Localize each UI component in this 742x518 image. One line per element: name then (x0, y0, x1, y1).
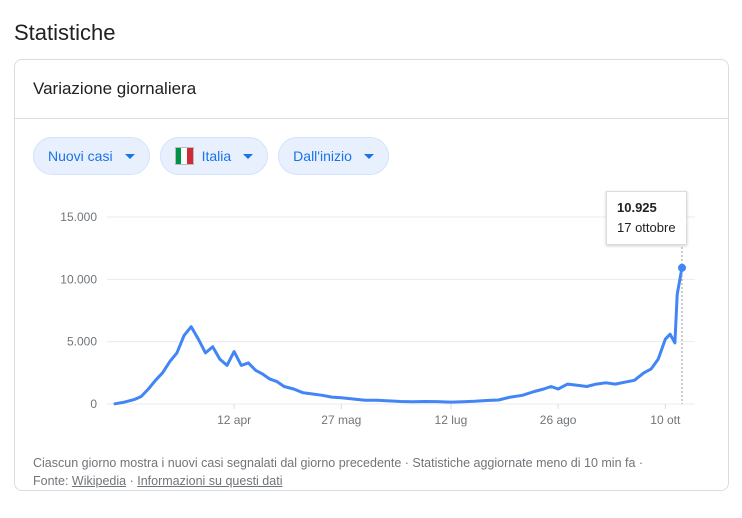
x-tick-label: 26 ago (540, 413, 577, 427)
source-label: Fonte: (33, 474, 69, 488)
y-tick-label: 5.000 (67, 335, 97, 349)
footer-description: Ciascun giorno mostra i nuovi casi segna… (33, 456, 644, 470)
footer-separator: · (129, 474, 134, 488)
dropdown-caret-icon (124, 153, 135, 159)
flag-stripe-green (175, 148, 182, 164)
flag-stripe-white (181, 148, 187, 164)
y-tick-label: 0 (90, 397, 97, 411)
section-title: Statistiche (14, 20, 116, 45)
tooltip-value: 10.925 (617, 200, 657, 215)
line-chart[interactable]: 0 5.000 10.000 15.000 12 apr 27 mag 12 lug 26 a… (15, 60, 728, 450)
x-tick-label: 12 lug (435, 413, 468, 427)
card-footer: Ciascun giorno mostra i nuovi casi segna… (33, 454, 713, 490)
chart-tooltip: 10.925 17 ottobre (606, 191, 687, 245)
card-title: Variazione giornaliera (15, 60, 728, 119)
dropdown-caret-icon (363, 153, 374, 159)
region-filter-label: Italia (201, 148, 232, 164)
dropdown-caret-icon (243, 153, 254, 159)
wikipedia-link[interactable]: Wikipedia (71, 474, 127, 488)
flag-stripe-red (186, 148, 193, 164)
metric-filter-button[interactable]: Nuovi casi (33, 137, 150, 175)
series-line (113, 266, 684, 406)
filter-bar: Nuovi casi Italia Dall'inizio (33, 137, 389, 175)
metric-filter-label: Nuovi casi (48, 148, 113, 164)
data-point (678, 263, 686, 272)
time-range-filter-label: Dall'inizio (293, 148, 352, 164)
y-tick-label: 15.000 (60, 210, 97, 224)
x-tick-label: 27 mag (321, 413, 361, 427)
region-filter-button[interactable]: Italia (159, 137, 269, 175)
tooltip-date: 17 ottobre (617, 220, 676, 235)
italy-flag-icon (174, 147, 194, 165)
data-info-link[interactable]: Informazioni su questi dati (137, 474, 283, 488)
time-range-filter-button[interactable]: Dall'inizio (278, 137, 389, 175)
x-tick-label: 12 apr (217, 413, 251, 427)
y-tick-label: 10.000 (60, 272, 97, 286)
x-tick-label: 10 ott (650, 413, 681, 427)
stats-card: Variazione giornaliera Nuovi casi Italia… (14, 59, 729, 491)
